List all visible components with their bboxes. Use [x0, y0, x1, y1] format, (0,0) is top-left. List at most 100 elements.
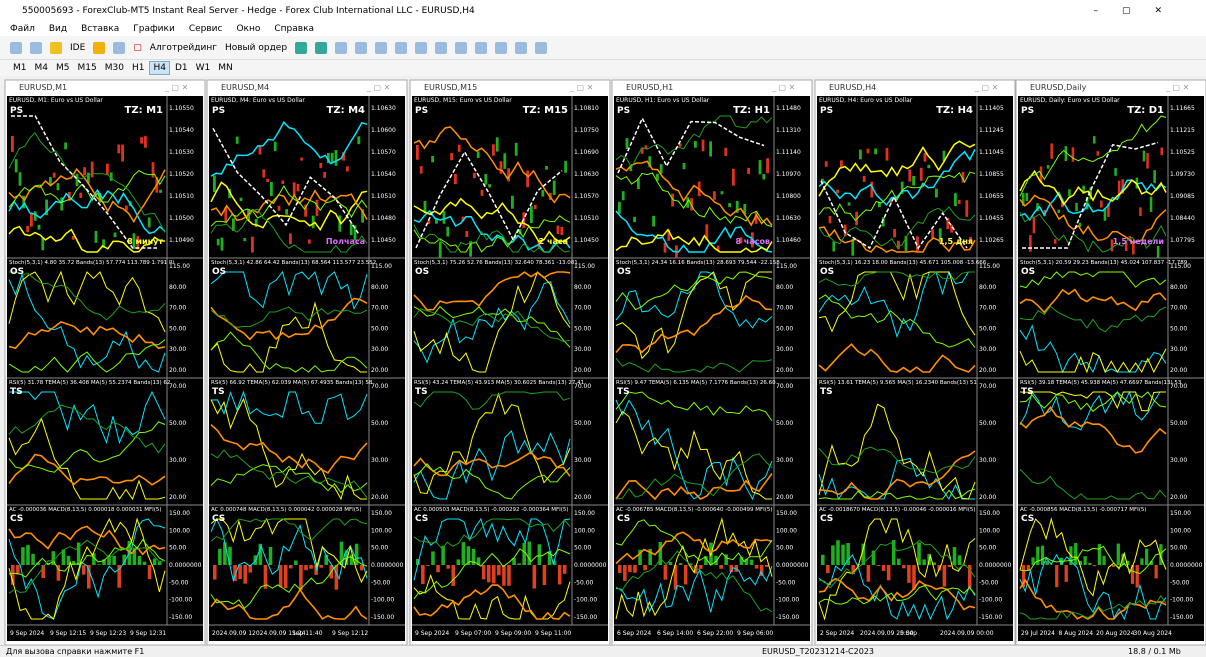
- histogram-bar: [871, 550, 876, 565]
- timeframe-button[interactable]: M5: [56, 63, 70, 73]
- oscillator-line: [615, 391, 773, 422]
- tool-icon[interactable]: [535, 41, 548, 54]
- timeframe-button[interactable]: M1: [13, 63, 27, 73]
- scale-label: 100.00: [169, 527, 190, 534]
- oscillator-line: [210, 301, 367, 373]
- histogram-bar: [87, 565, 91, 589]
- tool-icon[interactable]: [113, 41, 126, 54]
- tool-icon[interactable]: [435, 41, 448, 54]
- candle: [954, 193, 957, 207]
- scale-label: 30.00: [574, 346, 591, 353]
- timeframe-button[interactable]: M4: [34, 63, 49, 73]
- period-note: 8 минут: [127, 237, 163, 246]
- indicator-line: [413, 197, 571, 243]
- scale-label: 150.00: [574, 510, 595, 517]
- menu-item[interactable]: Вставка: [81, 24, 120, 34]
- menu-item[interactable]: Файл: [10, 24, 35, 34]
- algo-button[interactable]: Алготрейдинг: [149, 42, 217, 53]
- candle: [224, 207, 228, 223]
- tool-icon[interactable]: [395, 41, 408, 54]
- price-label: 1.10855: [979, 171, 1004, 178]
- candle: [1050, 143, 1053, 159]
- candle: [912, 175, 915, 186]
- candle: [1075, 202, 1078, 212]
- timeframe-button[interactable]: MN: [218, 63, 233, 73]
- order-button[interactable]: Новый ордер: [224, 42, 288, 53]
- histogram-bar: [739, 557, 744, 565]
- tool-icon[interactable]: [30, 41, 42, 54]
- histogram-bar: [932, 562, 937, 565]
- candle: [37, 224, 41, 230]
- tool-icon[interactable]: [415, 41, 428, 54]
- price-label: 1.10630: [371, 105, 396, 112]
- histogram-bar: [704, 556, 708, 565]
- scale-label: -50.00: [1170, 579, 1190, 586]
- histogram-bar: [147, 565, 152, 580]
- oscillator-line: [8, 270, 166, 333]
- indicator-info: RSI(5) 39.18 TEMA(5) 45.938 MA(5) 47.669…: [1020, 380, 1182, 386]
- histogram-bar: [1121, 553, 1125, 565]
- window-controls[interactable]: –▢✕: [1093, 6, 1186, 16]
- tool-icon[interactable]: [335, 41, 348, 54]
- menu-item[interactable]: Вид: [48, 24, 68, 34]
- scale-label: 50.00: [979, 420, 996, 427]
- timeframe-button[interactable]: D1: [174, 63, 188, 73]
- oscillator-line: [413, 584, 571, 620]
- pane-label: OS: [1021, 267, 1035, 277]
- menu-item[interactable]: Графики: [133, 24, 175, 34]
- candle: [94, 230, 98, 243]
- oscillator-line: [818, 271, 975, 287]
- histogram-bar: [922, 559, 926, 565]
- histogram-bar: [532, 565, 537, 589]
- histogram-bar: [1064, 565, 1068, 582]
- candle: [897, 240, 900, 250]
- histogram-bar: [552, 561, 557, 565]
- menu-item[interactable]: Справка: [274, 24, 315, 34]
- candle: [908, 169, 912, 182]
- tool-icon[interactable]: [93, 41, 106, 54]
- tool-icon[interactable]: [50, 41, 62, 54]
- candle: [644, 145, 648, 149]
- candle: [273, 141, 277, 151]
- time-label: 9 Sep 12:15: [50, 630, 86, 637]
- tool-icon[interactable]: [375, 41, 388, 54]
- candle: [41, 237, 45, 251]
- candle: [1036, 203, 1039, 212]
- tool-icon[interactable]: [495, 41, 508, 54]
- histogram-bar: [831, 545, 835, 565]
- tool-icon[interactable]: [475, 41, 488, 54]
- scale-label: 80.00: [371, 284, 388, 291]
- tool-icon[interactable]: [515, 41, 528, 54]
- timeframe-button[interactable]: W1: [195, 63, 211, 73]
- histogram-bar: [1040, 545, 1045, 565]
- scale-label: -150.00: [371, 614, 394, 621]
- oscillator-line: [1019, 348, 1167, 374]
- chart-title: EURUSD,M1: [19, 83, 67, 92]
- timeframe-button[interactable]: H1: [131, 63, 145, 73]
- timeframe-button[interactable]: M15: [77, 63, 97, 73]
- oscillator-line: [615, 271, 772, 360]
- scale-label: 100.00: [371, 527, 392, 534]
- tool-icon[interactable]: [315, 41, 328, 54]
- scale-label: 150.00: [371, 510, 392, 517]
- chart-window: EURUSD,M1 _ ▢ ✕ EURUSD, M1: Euro vs US Dol…: [4, 79, 206, 645]
- histogram-bar: [354, 543, 359, 565]
- candle: [14, 159, 18, 173]
- oscillator-line: [818, 294, 976, 348]
- tool-icon[interactable]: [455, 41, 468, 54]
- histogram-bar: [456, 559, 461, 565]
- menu-item[interactable]: Окно: [236, 24, 261, 34]
- ide-button[interactable]: IDE: [70, 42, 86, 53]
- tool-icon[interactable]: [295, 41, 308, 54]
- timeframe-button[interactable]: H4: [149, 61, 170, 75]
- price-label: 1.10480: [371, 215, 396, 222]
- menu-item[interactable]: Сервис: [188, 24, 223, 34]
- oscillator-line: [413, 392, 571, 495]
- candle: [461, 216, 465, 222]
- timeframe-button[interactable]: M30: [104, 63, 124, 73]
- histogram-bar: [41, 565, 45, 579]
- scale-label: 70.00: [169, 383, 186, 390]
- tool-icon[interactable]: [10, 41, 22, 54]
- scale-label: 100.00: [776, 527, 797, 534]
- tool-icon[interactable]: [355, 41, 368, 54]
